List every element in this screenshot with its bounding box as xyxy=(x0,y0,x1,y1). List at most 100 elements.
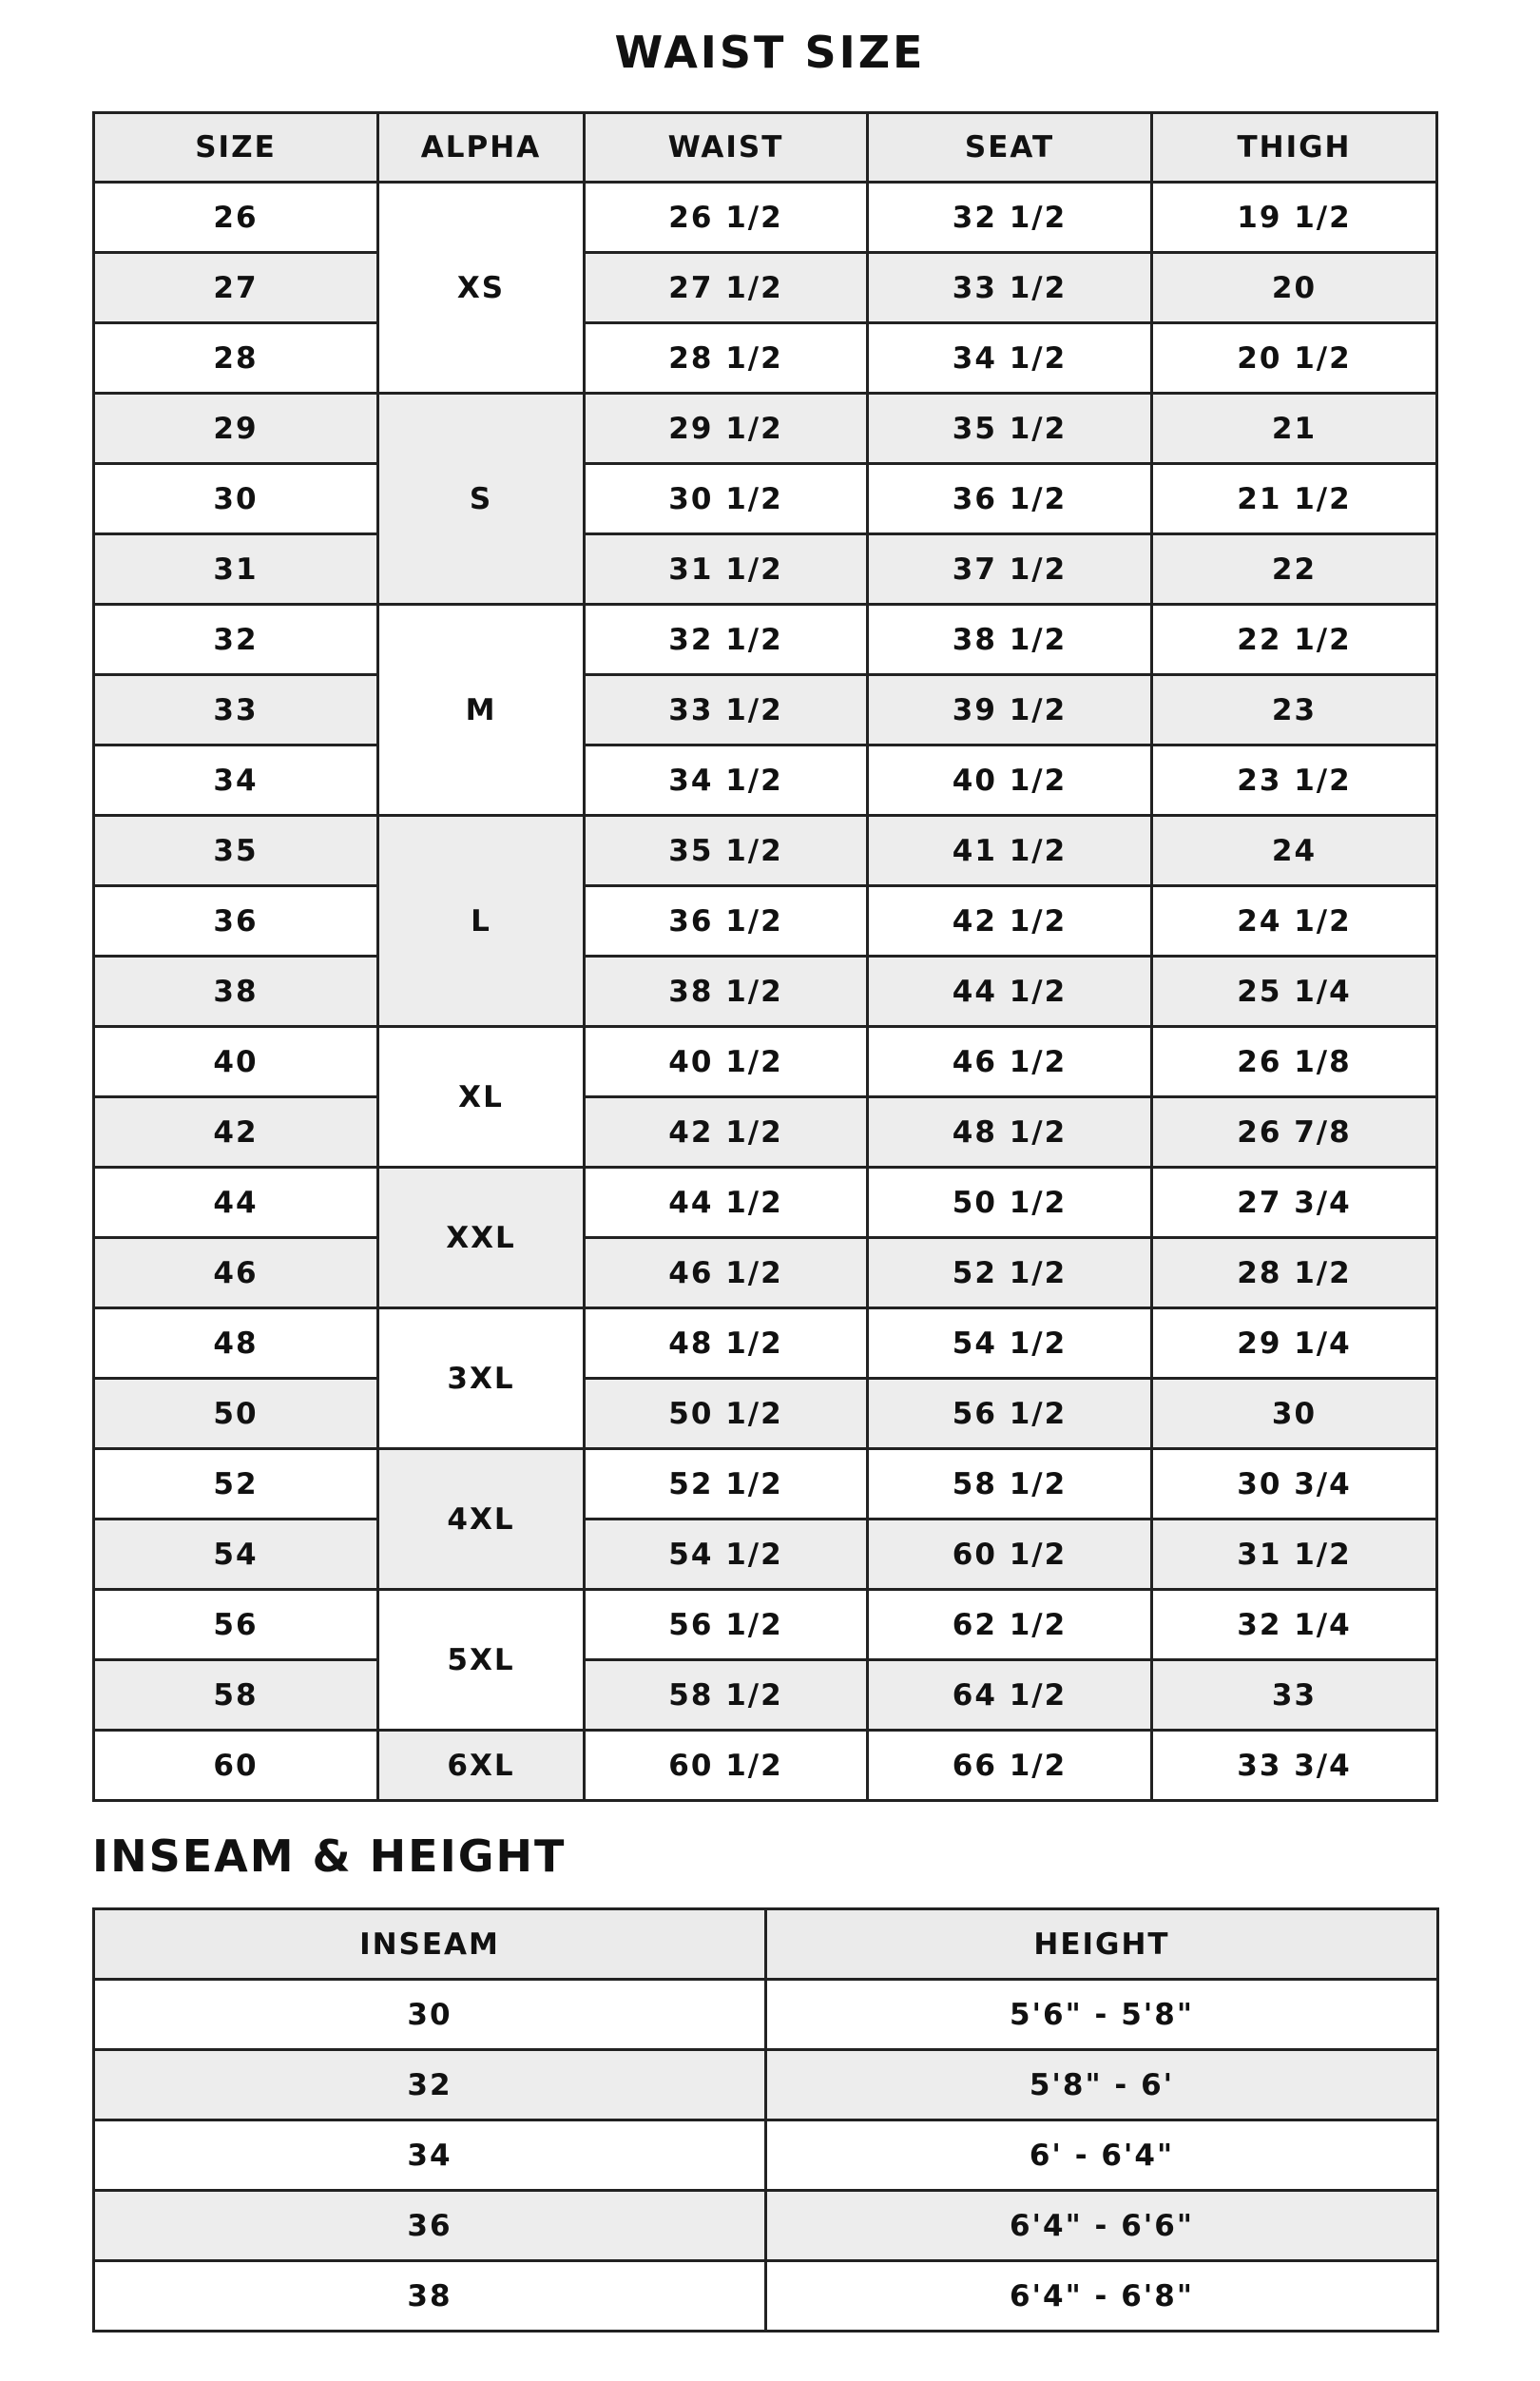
seat-cell: 34 1/2 xyxy=(866,321,1153,395)
size-cell: 27 xyxy=(92,251,379,324)
thigh-cell: 20 xyxy=(1150,251,1438,324)
thigh-cell: 21 1/2 xyxy=(1150,462,1438,535)
alpha-cell: XL xyxy=(376,1025,586,1169)
table-row: 36 36 1/2 42 1/2 24 1/2 xyxy=(92,884,1438,958)
size-cell: 46 xyxy=(92,1236,379,1309)
seat-cell: 42 1/2 xyxy=(866,884,1153,958)
thigh-cell: 27 3/4 xyxy=(1150,1166,1438,1239)
thigh-cell: 24 xyxy=(1150,814,1438,887)
inseam-height-table: INSEAM HEIGHT 30 5'6" - 5'8" 32 5'8" - 6' 34 6'… xyxy=(92,1907,1439,2333)
inseam-cell: 38 xyxy=(92,2259,767,2333)
inseam-height-title: INSEAM & HEIGHT xyxy=(92,1830,567,1882)
alpha-cell: XXL xyxy=(376,1166,586,1309)
size-cell: 35 xyxy=(92,814,379,887)
thigh-cell: 24 1/2 xyxy=(1150,884,1438,958)
seat-cell: 36 1/2 xyxy=(866,462,1153,535)
waist-cell: 56 1/2 xyxy=(583,1588,869,1661)
alpha-cell: XS xyxy=(376,181,586,395)
thigh-cell: 29 1/4 xyxy=(1150,1307,1438,1380)
seat-cell: 44 1/2 xyxy=(866,955,1153,1028)
header-row: INSEAM HEIGHT xyxy=(92,1907,1439,1981)
seat-cell: 54 1/2 xyxy=(866,1307,1153,1380)
seat-cell: 58 1/2 xyxy=(866,1447,1153,1520)
table-row: 38 38 1/2 44 1/2 25 1/4 xyxy=(92,955,1438,1028)
waist-cell: 34 1/2 xyxy=(583,744,869,817)
thigh-cell: 30 3/4 xyxy=(1150,1447,1438,1520)
waist-cell: 35 1/2 xyxy=(583,814,869,887)
table-row: 30 30 1/2 36 1/2 21 1/2 xyxy=(92,462,1438,535)
size-cell: 54 xyxy=(92,1518,379,1591)
waist-cell: 44 1/2 xyxy=(583,1166,869,1239)
alpha-cell: 6XL xyxy=(376,1729,586,1802)
size-cell: 33 xyxy=(92,673,379,746)
height-cell: 6' - 6'4" xyxy=(764,2119,1439,2192)
thigh-cell: 21 xyxy=(1150,392,1438,465)
thigh-cell: 28 1/2 xyxy=(1150,1236,1438,1309)
table-row: 28 28 1/2 34 1/2 20 1/2 xyxy=(92,321,1438,395)
waist-cell: 48 1/2 xyxy=(583,1307,869,1380)
table-row: 32 M 32 1/2 38 1/2 22 1/2 xyxy=(92,603,1438,817)
table-row: 33 33 1/2 39 1/2 23 xyxy=(92,673,1438,746)
size-cell: 58 xyxy=(92,1658,379,1732)
table-row: 50 50 1/2 56 1/2 30 xyxy=(92,1377,1438,1450)
waist-cell: 58 1/2 xyxy=(583,1658,869,1732)
thigh-cell: 22 1/2 xyxy=(1150,603,1438,676)
alpha-cell: 3XL xyxy=(376,1307,586,1450)
height-cell: 5'8" - 6' xyxy=(764,2048,1439,2121)
size-cell: 30 xyxy=(92,462,379,535)
alpha-cell: 4XL xyxy=(376,1447,586,1591)
table-row: 44 XXL 44 1/2 50 1/2 27 3/4 xyxy=(92,1166,1438,1309)
header-row: SIZE ALPHA WAIST SEAT THIGH xyxy=(92,111,1438,184)
thigh-cell: 33 3/4 xyxy=(1150,1729,1438,1802)
inseam-cell: 32 xyxy=(92,2048,767,2121)
alpha-cell: 5XL xyxy=(376,1588,586,1732)
alpha-cell: M xyxy=(376,603,586,817)
column-header: INSEAM xyxy=(92,1907,767,1981)
waist-cell: 31 1/2 xyxy=(583,532,869,606)
waist-cell: 42 1/2 xyxy=(583,1095,869,1169)
table-row: 46 46 1/2 52 1/2 28 1/2 xyxy=(92,1236,1438,1309)
waist-size-table: SIZE ALPHA WAIST SEAT THIGH 26 XS 26 1/2 32 1/2 1… xyxy=(92,111,1438,1802)
size-cell: 38 xyxy=(92,955,379,1028)
height-cell: 6'4" - 6'6" xyxy=(764,2189,1439,2262)
waist-cell: 46 1/2 xyxy=(583,1236,869,1309)
column-header: SIZE xyxy=(92,111,379,184)
column-header: ALPHA xyxy=(376,111,586,184)
waist-cell: 38 1/2 xyxy=(583,955,869,1028)
thigh-cell: 25 1/4 xyxy=(1150,955,1438,1028)
size-cell: 31 xyxy=(92,532,379,606)
thigh-cell: 23 xyxy=(1150,673,1438,746)
waist-cell: 52 1/2 xyxy=(583,1447,869,1520)
column-header: WAIST xyxy=(583,111,869,184)
thigh-cell: 32 1/4 xyxy=(1150,1588,1438,1661)
size-cell: 34 xyxy=(92,744,379,817)
thigh-cell: 26 1/8 xyxy=(1150,1025,1438,1098)
seat-cell: 46 1/2 xyxy=(866,1025,1153,1098)
waist-cell: 27 1/2 xyxy=(583,251,869,324)
size-cell: 29 xyxy=(92,392,379,465)
table-row: 35 L 35 1/2 41 1/2 24 xyxy=(92,814,1438,1028)
thigh-cell: 23 1/2 xyxy=(1150,744,1438,817)
thigh-cell: 30 xyxy=(1150,1377,1438,1450)
seat-cell: 52 1/2 xyxy=(866,1236,1153,1309)
seat-cell: 50 1/2 xyxy=(866,1166,1153,1239)
table-row: 52 4XL 52 1/2 58 1/2 30 3/4 xyxy=(92,1447,1438,1591)
column-header: THIGH xyxy=(1150,111,1438,184)
seat-cell: 33 1/2 xyxy=(866,251,1153,324)
table-row: 27 27 1/2 33 1/2 20 xyxy=(92,251,1438,324)
table-row: 58 58 1/2 64 1/2 33 xyxy=(92,1658,1438,1732)
size-cell: 56 xyxy=(92,1588,379,1661)
table-row: 26 XS 26 1/2 32 1/2 19 1/2 xyxy=(92,181,1438,395)
table-row: 56 5XL 56 1/2 62 1/2 32 1/4 xyxy=(92,1588,1438,1732)
table-row: 29 S 29 1/2 35 1/2 21 xyxy=(92,392,1438,606)
thigh-cell: 33 xyxy=(1150,1658,1438,1732)
seat-cell: 60 1/2 xyxy=(866,1518,1153,1591)
seat-cell: 40 1/2 xyxy=(866,744,1153,817)
waist-cell: 50 1/2 xyxy=(583,1377,869,1450)
thigh-cell: 22 xyxy=(1150,532,1438,606)
alpha-cell: S xyxy=(376,392,586,606)
waist-cell: 40 1/2 xyxy=(583,1025,869,1098)
size-cell: 36 xyxy=(92,884,379,958)
seat-cell: 56 1/2 xyxy=(866,1377,1153,1450)
seat-cell: 41 1/2 xyxy=(866,814,1153,887)
